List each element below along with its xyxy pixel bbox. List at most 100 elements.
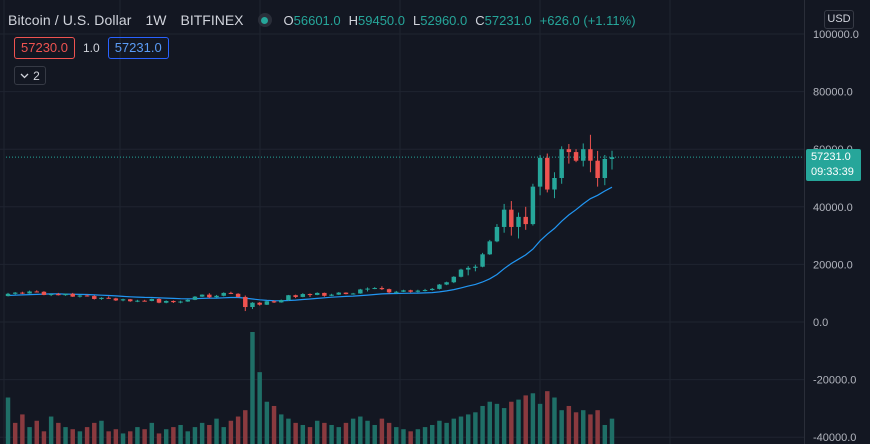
candle xyxy=(595,150,600,187)
volume-bar xyxy=(243,410,248,444)
candle-body xyxy=(516,216,521,227)
volume-bar xyxy=(595,410,600,444)
bar-countdown: 09:33:39 xyxy=(811,166,854,178)
volume-bar xyxy=(372,424,377,444)
candle xyxy=(56,292,61,296)
volume-bar xyxy=(386,422,392,444)
candle-body xyxy=(566,149,572,153)
currency-button[interactable]: USD xyxy=(824,10,854,29)
volume-bar xyxy=(494,403,500,444)
volume-bar xyxy=(365,420,370,444)
candle xyxy=(84,294,90,297)
volume-bar xyxy=(286,418,291,444)
symbol-name[interactable]: Bitcoin / U.S. Dollar xyxy=(8,12,132,28)
volume-bar xyxy=(581,410,586,444)
candle xyxy=(92,295,97,300)
candle-body xyxy=(70,293,75,297)
volume-bar xyxy=(566,405,572,444)
interval-label[interactable]: 1W xyxy=(145,12,167,28)
volume-bar xyxy=(106,431,111,444)
volume-bar xyxy=(379,418,385,444)
candlesticks xyxy=(5,134,615,312)
volume-bar xyxy=(235,416,241,444)
candle-body xyxy=(185,299,190,302)
volume-bar xyxy=(257,372,262,444)
candle-body xyxy=(595,160,600,178)
candle-body xyxy=(192,296,198,300)
grid-lines xyxy=(0,0,804,444)
candle-body xyxy=(207,294,212,298)
candle xyxy=(552,172,557,199)
volume-bar xyxy=(27,427,32,444)
candle-body xyxy=(120,299,126,301)
candle-body xyxy=(250,302,255,308)
candle-body xyxy=(350,293,356,295)
candle xyxy=(27,290,32,294)
buy-price-button[interactable]: 57231.0 xyxy=(107,37,169,59)
volume-bar xyxy=(142,429,147,444)
candle xyxy=(365,287,370,292)
indicators-toggle-button[interactable]: 2 xyxy=(14,66,46,85)
chevron-down-icon xyxy=(20,73,29,78)
candle xyxy=(77,294,83,298)
volume-bar xyxy=(358,416,363,444)
volume-bar xyxy=(279,414,284,444)
last-price-value: 57231.0 xyxy=(811,151,851,163)
candle xyxy=(293,294,298,299)
candle-body xyxy=(465,267,471,270)
candle-body xyxy=(530,186,536,225)
candle-body xyxy=(314,292,320,295)
candle xyxy=(422,288,428,292)
candle-body xyxy=(437,284,442,289)
candle-body xyxy=(163,300,169,303)
volume-bar xyxy=(343,422,349,444)
volume-bar xyxy=(559,410,564,444)
candle-body xyxy=(228,292,234,294)
volume-bar xyxy=(473,412,478,444)
candle-body xyxy=(300,294,306,297)
candle xyxy=(48,293,54,297)
volume-bar xyxy=(149,422,155,444)
volume-bar xyxy=(465,414,471,444)
candle-body xyxy=(552,178,557,190)
candle-body xyxy=(537,157,543,187)
volume-bar xyxy=(516,399,521,444)
candle-body xyxy=(444,282,449,285)
candle xyxy=(336,292,341,295)
sell-price-button[interactable]: 57230.0 xyxy=(14,37,75,59)
candle xyxy=(609,150,615,170)
candle xyxy=(343,292,349,295)
candle-body xyxy=(12,292,18,294)
candle xyxy=(120,298,126,302)
candle xyxy=(300,293,306,298)
volume-bar xyxy=(163,429,169,444)
candle-body xyxy=(20,292,25,294)
candle xyxy=(480,252,485,268)
candle xyxy=(573,149,579,163)
volume-bar xyxy=(602,424,608,444)
candle-body xyxy=(92,296,97,299)
candle xyxy=(494,224,500,243)
candle xyxy=(228,291,234,295)
candle-body xyxy=(271,301,277,303)
exchange-label[interactable]: BITFINEX xyxy=(180,12,244,28)
candle-body xyxy=(480,254,485,267)
candle-body xyxy=(343,292,349,295)
candle xyxy=(5,292,11,297)
candle xyxy=(185,299,190,302)
candle xyxy=(458,268,464,278)
volume-bar xyxy=(609,418,615,444)
candle-body xyxy=(523,216,528,225)
volume-bar xyxy=(99,420,104,444)
spread-label: 1.0 xyxy=(83,41,100,55)
eye-icon[interactable] xyxy=(257,13,272,27)
close-value: 57231.0 xyxy=(484,12,532,28)
candle xyxy=(516,212,521,239)
candle xyxy=(63,293,68,296)
candle-body xyxy=(307,294,313,296)
volume-bar xyxy=(458,416,464,444)
candle-body xyxy=(401,290,406,292)
candle-body xyxy=(214,295,219,298)
